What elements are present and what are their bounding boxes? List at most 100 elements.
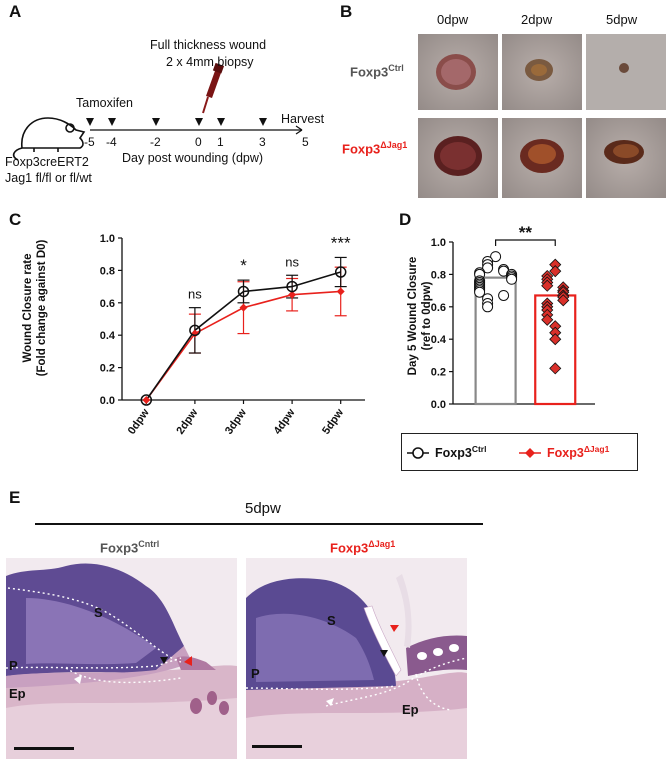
chart-c-ytick-label: 0.6 [100, 298, 115, 310]
panel-c: C Wound Closure rate (Fold change agains… [0, 208, 395, 468]
col-label-2dpw: 2dpw [521, 12, 553, 27]
legend-ctrl-base: Foxp3 [435, 446, 472, 461]
chart-c-point-jag [190, 329, 199, 338]
legend-jag-sup: ΔJag1 [583, 444, 610, 454]
chart-d-point-ctrl [474, 286, 486, 298]
legend-markers [407, 447, 541, 459]
tick-0: 0 [195, 135, 202, 149]
tamoxifen-label: Tamoxifen [76, 96, 133, 110]
white-arrowhead-ctrl [74, 675, 82, 684]
histo-jag-s: S [327, 613, 336, 628]
chart-c-xtick-label: 0dpw [126, 406, 152, 436]
histo-left-base: Foxp3 [100, 540, 139, 556]
histo-right-sup: ΔJag1 [368, 539, 396, 549]
histo-ctrl-ep: Ep [9, 686, 26, 701]
chart-d-ytick-label: 0.8 [431, 269, 446, 281]
legend-ctrl-marker [412, 447, 424, 459]
chart-d-point-ctrl [482, 262, 494, 274]
surgery-line-1: Full thickness wound [150, 38, 267, 52]
panel-a-letter: A [9, 2, 22, 21]
chart-d-point-jag [549, 333, 562, 346]
panel-c-letter: C [9, 210, 22, 229]
scale-bar-ctrl [14, 747, 74, 750]
tick-minus4: -4 [106, 135, 117, 149]
day-marker-minus4 [108, 118, 116, 126]
histo-right-label: Foxp3ΔJag1 [330, 539, 395, 555]
row-label-ctrl: Foxp3Ctrl [350, 63, 404, 79]
mouse-line-2: Jag1 fl/fl or fl/wt [5, 171, 92, 185]
panel-b: B 0dpw 2dpw 5dpw Foxp3Ctrl Foxp3ΔJag1 [340, 0, 669, 200]
chart-c-xtick-label: 5dpw [320, 406, 346, 436]
tick-minus2: -2 [150, 135, 161, 149]
black-arrowhead-jag [380, 650, 388, 657]
timeline-day-markers [86, 118, 267, 126]
chart-c-ytick-label: 0.2 [100, 363, 115, 375]
chart-c-point-jag [336, 287, 345, 296]
chart-d-ytick-label: 0.4 [431, 334, 447, 346]
chart-d-point-jag [557, 294, 570, 307]
chart-d-ytick-label: 0.6 [431, 302, 446, 314]
chart-c-svg: 0.0 0.2 0.4 0.6 0.8 1.0 0dpw 2dpw 3dpw 4dpw 5dpw ns… [100, 233, 365, 437]
chart-c-xtick-label: 3dpw [223, 406, 249, 436]
mouse-line-1: Foxp3creERT2 [5, 155, 89, 169]
legend-ctrl-sup: Ctrl [471, 444, 487, 454]
wound-photo-grid [418, 34, 666, 198]
chart-c-ytick-label: 0.8 [100, 265, 115, 277]
tick-3: 3 [259, 135, 266, 149]
row-label-jag-base: Foxp3 [342, 141, 381, 157]
biopsy-punch-icon [202, 62, 225, 114]
red-arrowhead-ctrl [184, 656, 192, 666]
panel-e: E 5dpw Foxp3Cntrl Foxp3ΔJag1 S P Ep [0, 480, 669, 762]
chart-c-xtick-label: 4dpw [272, 406, 298, 436]
chart-d-point-ctrl [506, 273, 518, 285]
histology-jag-image [246, 558, 467, 759]
surgery-line-2: 2 x 4mm biopsy [166, 55, 254, 69]
chart-d-point-ctrl [498, 289, 510, 301]
histo-left-sup: Cntrl [138, 539, 160, 549]
legend-box: Foxp3Ctrl Foxp3ΔJag1 [401, 433, 638, 471]
panel-e-letter: E [9, 488, 21, 507]
chart-c-xtick-label: 2dpw [174, 406, 200, 436]
chart-c-significance: *** [331, 233, 351, 252]
histo-jag-ep: Ep [402, 702, 419, 717]
chart-c-ytick-label: 0.0 [100, 395, 115, 407]
chart-c-significance: * [240, 256, 247, 275]
chart-c-point-jag [288, 290, 297, 299]
row-label-jag: Foxp3ΔJag1 [342, 140, 407, 156]
chart-d-significance-bracket [495, 239, 556, 246]
row-label-jag-sup: ΔJag1 [380, 140, 408, 150]
chart-d-ytick-label: 0.2 [431, 367, 446, 379]
timeline-arrowhead [295, 125, 303, 131]
col-label-5dpw: 5dpw [606, 12, 638, 27]
chart-c-point-ctrl [189, 324, 201, 337]
chart-d-svg: 0.0 0.2 0.4 0.6 0.8 1.0 ** [431, 223, 595, 411]
panel-d: D Day 5 Wound Closure (ref to 0dpw) 0.0 0… [395, 208, 669, 423]
timeline-axis-label: Day post wounding (dpw) [122, 151, 264, 165]
chart-d-point-ctrl [490, 251, 502, 263]
day-marker-1 [217, 118, 225, 126]
histo-ctrl-s: S [94, 605, 103, 620]
panel-e-rule [35, 523, 483, 525]
legend-ctrl-label: Foxp3Ctrl [435, 444, 486, 460]
day-marker-minus2 [152, 118, 160, 126]
chart-c-point-ctrl [286, 280, 298, 293]
chart-d-ytick-label: 1.0 [431, 237, 446, 249]
panel-d-letter: D [399, 210, 412, 229]
chart-d-ytick-label: 0.0 [431, 399, 446, 411]
chart-c-point-ctrl [334, 266, 347, 278]
chart-c-ytick-label: 0.4 [100, 330, 116, 342]
scale-bar-jag [252, 745, 302, 748]
chart-c-point-jag [239, 303, 248, 312]
tick-minus5: -5 [84, 135, 95, 149]
day-marker-3 [259, 118, 267, 126]
chart-d-bar-ctrl [474, 276, 517, 406]
histo-jag-p: P [251, 666, 260, 681]
legend-jag-label: Foxp3ΔJag1 [547, 444, 609, 460]
histo-right-base: Foxp3 [330, 540, 369, 556]
histology-ctrl-image [6, 558, 237, 759]
chart-d-significance: ** [519, 223, 533, 242]
legend-jag-marker [525, 448, 535, 458]
chart-d-point-jag [541, 313, 554, 326]
legend-jag-base: Foxp3 [547, 446, 584, 461]
white-arrowhead-jag [326, 698, 334, 706]
